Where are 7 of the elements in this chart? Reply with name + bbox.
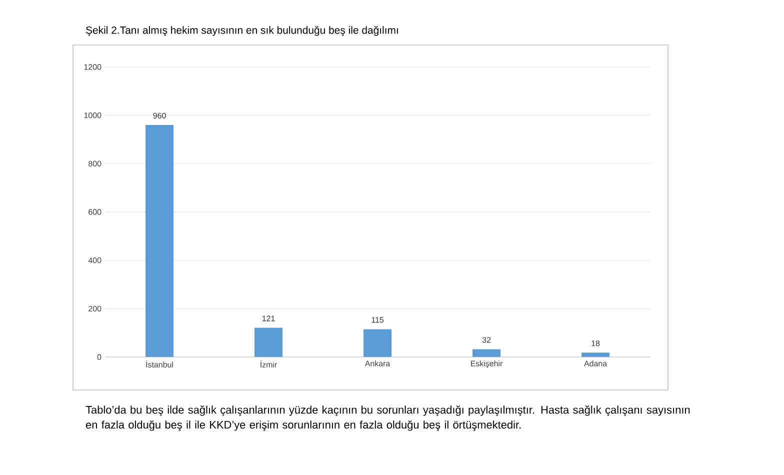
bar	[582, 352, 610, 357]
text: Tablo’da bu beş ilde sağlık çalışanlarının yüzde kaçının bu sorunları yaşadığı paylaşılmıştır. Hasta sağlık çalışanı sayısının en fazla olduğu beş il ile KKD’ye erişim sorunlarının en fazla olduğu beş il örtüşmektedir.	[86, 406, 690, 431]
bar	[472, 349, 501, 357]
bar	[146, 124, 174, 357]
bar	[364, 329, 392, 357]
chart-title: Şekil 2.Tanı almış hekim sayısının en sık bulunduğu beş ile dağılımı	[86, 26, 398, 36]
bar	[254, 328, 283, 357]
